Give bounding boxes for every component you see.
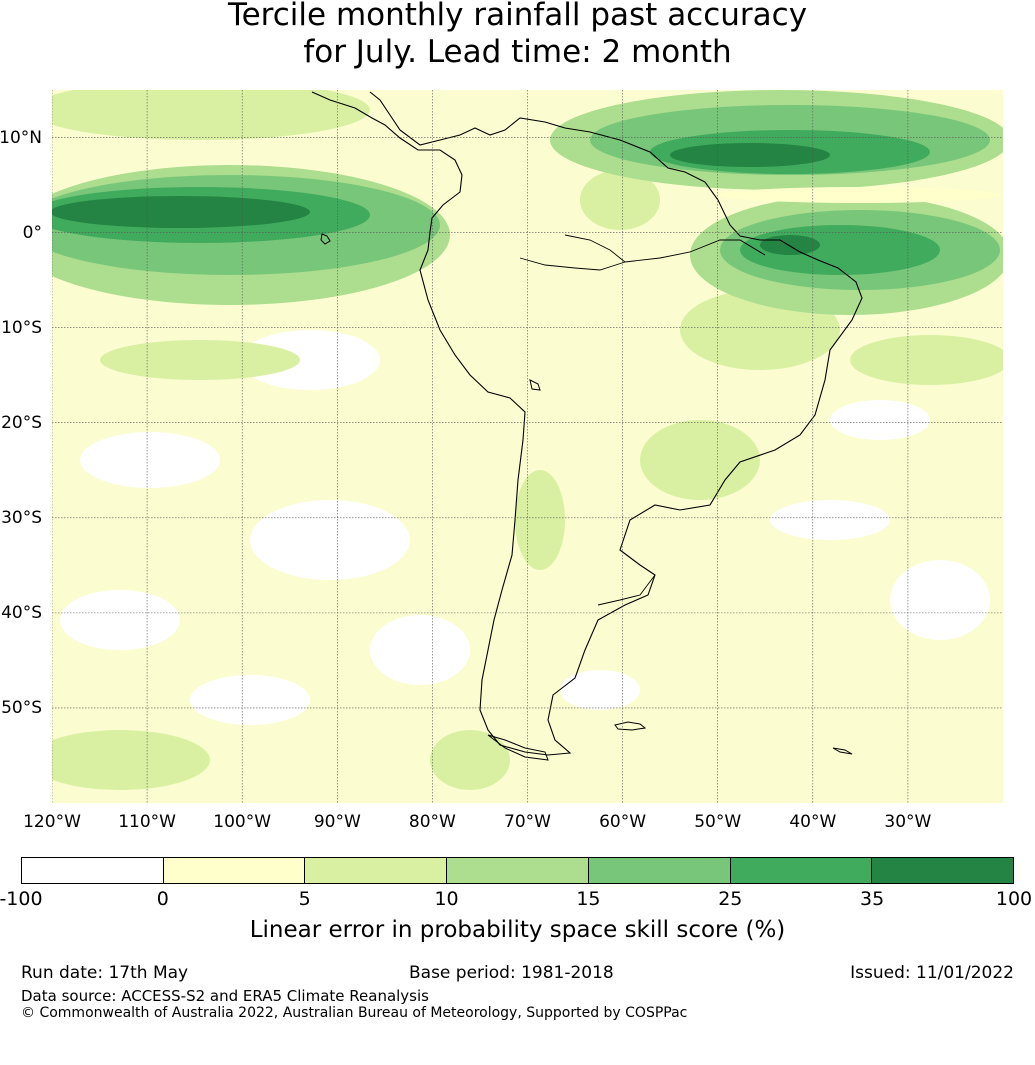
colorbar-tick-label: 5 — [298, 888, 311, 910]
skill-region — [52, 90, 370, 140]
skill-region — [52, 196, 310, 228]
colorbar-segment — [305, 858, 448, 883]
x-tick-label: 50°W — [694, 812, 742, 832]
skill-region — [80, 432, 220, 488]
colorbar-segment — [163, 858, 306, 883]
rio-de-la-plata — [597, 574, 656, 606]
skill-region — [830, 400, 930, 440]
x-tick-label: 80°W — [408, 812, 456, 832]
lake-titicaca — [529, 379, 541, 391]
skill-region — [52, 730, 210, 790]
x-tick-label: 100°W — [213, 812, 272, 832]
south-america-coastline — [311, 91, 863, 756]
skill-region — [250, 500, 410, 580]
chart-title-line1: Tercile monthly rainfall past accuracy — [227, 0, 808, 33]
skill-region — [670, 143, 830, 167]
south-georgia — [832, 747, 853, 755]
skill-region — [430, 730, 510, 790]
skill-region — [580, 170, 660, 230]
y-tick-label: 0° — [22, 222, 42, 243]
x-tick-label: 70°W — [504, 812, 551, 832]
colorbar-tick-label: 25 — [718, 888, 743, 910]
skill-region — [240, 330, 380, 390]
run-date: Run date: 17th May — [21, 963, 189, 983]
colorbar-tick-label: 10 — [434, 888, 459, 910]
data-source: Data source: ACCESS-S2 and ERA5 Climate … — [21, 987, 429, 1005]
amazon-river — [564, 234, 766, 263]
colorbar-segment — [22, 858, 164, 883]
x-tick-label: 120°W — [23, 812, 81, 832]
orinoco-river — [519, 257, 626, 271]
skill-region — [100, 340, 300, 380]
colorbar-segment — [872, 858, 1014, 883]
base-period: Base period: 1981-2018 — [409, 963, 614, 983]
tierra-del-fuego — [487, 734, 549, 761]
colorbar-label: Linear error in probability space skill … — [249, 917, 786, 943]
x-tick-label: 90°W — [313, 812, 361, 832]
colorbar-segment — [730, 858, 873, 883]
issued-date: Issued: 11/01/2022 — [850, 963, 1014, 983]
copyright: © Commonwealth of Australia 2022, Austra… — [21, 1005, 688, 1021]
skill-region — [760, 235, 820, 255]
x-tick-label: 30°W — [884, 812, 932, 832]
skill-region — [560, 670, 640, 710]
y-tick-label: 40°S — [1, 602, 42, 623]
colorbar-tick-label: 0 — [156, 888, 169, 910]
falkland-islands — [614, 721, 647, 731]
colorbar-tick-label: -100 — [0, 888, 43, 910]
skill-region — [850, 335, 1003, 385]
skill-region — [190, 675, 310, 725]
colorbar-tick-label: 100 — [995, 888, 1033, 910]
skill-region — [60, 590, 180, 650]
skill-region — [370, 615, 470, 685]
colorbar — [21, 857, 1014, 884]
y-tick-label: 20°S — [1, 412, 42, 433]
y-tick-label: 10°N — [0, 127, 42, 148]
x-tick-label: 110°W — [118, 812, 176, 832]
map-plot — [52, 90, 1003, 803]
colorbar-tick-label: 15 — [576, 888, 601, 910]
skill-region — [515, 470, 565, 570]
chart-title-line2: for July. Lead time: 2 month — [303, 34, 732, 70]
y-tick-label: 50°S — [1, 697, 42, 718]
colorbar-tick-label: 35 — [860, 888, 885, 910]
map-gridlines — [52, 90, 1003, 803]
y-tick-label: 30°S — [1, 507, 42, 528]
colorbar-segment — [588, 858, 731, 883]
y-tick-label: 10°S — [1, 317, 42, 338]
skill-region — [640, 420, 760, 500]
colorbar-segment — [447, 858, 589, 883]
skill-region — [890, 560, 990, 640]
x-tick-label: 40°W — [789, 812, 837, 832]
galapagos-islands — [320, 233, 331, 245]
skill-score-field — [52, 90, 1003, 790]
skill-region — [770, 500, 890, 540]
x-tick-label: 60°W — [599, 812, 647, 832]
skill-region — [720, 187, 1000, 203]
